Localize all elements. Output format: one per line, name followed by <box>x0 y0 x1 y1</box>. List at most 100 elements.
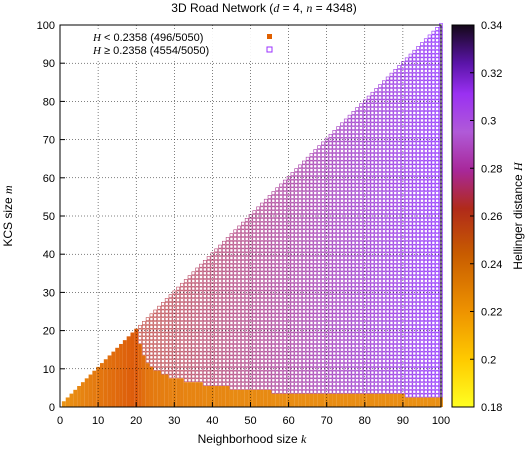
above-threshold-cell <box>416 282 420 287</box>
above-threshold-cell <box>370 286 375 291</box>
above-threshold-cell <box>423 99 428 104</box>
above-threshold-cell <box>382 309 386 314</box>
above-threshold-cell <box>309 218 314 222</box>
above-threshold-cell <box>191 340 196 344</box>
above-threshold-cell <box>244 378 249 383</box>
above-threshold-cell <box>408 153 413 157</box>
above-threshold-cell <box>309 355 314 360</box>
above-threshold-cell <box>145 328 150 333</box>
above-threshold-cell <box>389 149 394 153</box>
above-threshold-cell <box>214 298 219 302</box>
above-threshold-cell <box>286 386 291 390</box>
above-threshold-cell <box>378 111 382 115</box>
above-threshold-cell <box>343 347 348 352</box>
above-threshold-cell <box>313 378 318 383</box>
above-threshold-cell <box>408 359 413 363</box>
above-threshold-cell <box>317 309 321 314</box>
above-threshold-cell <box>427 42 432 46</box>
above-threshold-cell <box>229 279 234 283</box>
above-threshold-cell <box>302 256 306 260</box>
above-threshold-cell <box>366 302 371 306</box>
above-threshold-cell <box>420 69 424 73</box>
above-threshold-cell <box>416 351 420 356</box>
above-threshold-cell <box>370 214 375 218</box>
above-threshold-cell <box>336 172 340 176</box>
above-threshold-cell <box>412 153 417 157</box>
above-threshold-cell <box>302 187 306 192</box>
below-threshold-cell <box>309 393 314 407</box>
above-threshold-cell <box>366 103 371 108</box>
above-threshold-cell <box>343 256 348 260</box>
above-threshold-cell <box>298 183 302 188</box>
above-threshold-cell <box>176 347 180 352</box>
above-threshold-cell <box>237 317 241 321</box>
above-threshold-cell <box>370 340 375 344</box>
above-threshold-cell <box>416 225 420 230</box>
above-threshold-cell <box>343 370 348 375</box>
above-threshold-cell <box>286 210 291 215</box>
above-threshold-cell <box>332 347 337 352</box>
above-threshold-cell <box>267 313 272 318</box>
above-threshold-cell <box>282 256 287 260</box>
above-threshold-cell <box>309 332 314 337</box>
above-threshold-cell <box>313 313 318 318</box>
above-threshold-cell <box>408 256 413 260</box>
above-threshold-cell <box>389 80 394 85</box>
above-threshold-cell <box>294 370 299 375</box>
above-threshold-cell <box>248 332 253 337</box>
above-threshold-cell <box>427 130 432 134</box>
above-threshold-cell <box>142 340 146 344</box>
above-threshold-cell <box>404 340 409 344</box>
above-threshold-cell <box>359 370 363 375</box>
above-threshold-cell <box>427 286 432 291</box>
above-threshold-cell <box>431 271 436 276</box>
above-threshold-cell <box>164 321 169 325</box>
above-threshold-cell <box>340 175 344 180</box>
above-threshold-cell <box>382 153 386 157</box>
above-threshold-cell <box>416 260 420 264</box>
above-threshold-cell <box>359 210 363 215</box>
above-threshold-cell <box>404 156 409 161</box>
above-threshold-cell <box>423 237 428 241</box>
above-threshold-cell <box>435 378 440 383</box>
above-threshold-cell <box>244 328 249 333</box>
above-threshold-cell <box>366 179 371 184</box>
above-threshold-cell <box>420 363 424 367</box>
above-threshold-cell <box>404 347 409 352</box>
above-threshold-cell <box>290 210 295 215</box>
above-threshold-cell <box>225 332 230 337</box>
above-threshold-cell <box>340 122 344 127</box>
above-threshold-cell <box>302 366 306 371</box>
above-threshold-cell <box>237 324 241 329</box>
above-threshold-cell <box>256 340 260 344</box>
above-threshold-cell <box>420 156 424 161</box>
above-threshold-cell <box>412 114 417 119</box>
above-threshold-cell <box>359 107 363 111</box>
above-threshold-cell <box>359 271 363 276</box>
above-threshold-cell <box>343 214 348 218</box>
above-threshold-cell <box>275 347 279 352</box>
above-threshold-cell <box>343 133 348 138</box>
above-threshold-cell <box>336 309 340 314</box>
above-threshold-cell <box>378 378 382 383</box>
above-threshold-cell <box>313 370 318 375</box>
above-threshold-cell <box>321 179 325 184</box>
above-threshold-cell <box>328 344 333 348</box>
above-threshold-cell <box>332 290 337 295</box>
above-threshold-cell <box>332 221 337 226</box>
above-threshold-cell <box>347 187 352 192</box>
above-threshold-cell <box>225 286 230 291</box>
above-threshold-cell <box>389 317 394 321</box>
above-threshold-cell <box>252 248 257 253</box>
above-threshold-cell <box>282 275 287 279</box>
below-threshold-region <box>61 328 443 407</box>
above-threshold-cell <box>366 240 371 245</box>
above-threshold-cell <box>153 313 158 318</box>
above-threshold-cell <box>218 317 222 321</box>
below-threshold-cell <box>366 393 371 407</box>
above-threshold-cell <box>214 328 219 333</box>
above-threshold-cell <box>351 179 356 184</box>
above-threshold-cell <box>298 347 302 352</box>
above-threshold-cell <box>401 168 405 172</box>
above-threshold-cell <box>412 382 417 386</box>
